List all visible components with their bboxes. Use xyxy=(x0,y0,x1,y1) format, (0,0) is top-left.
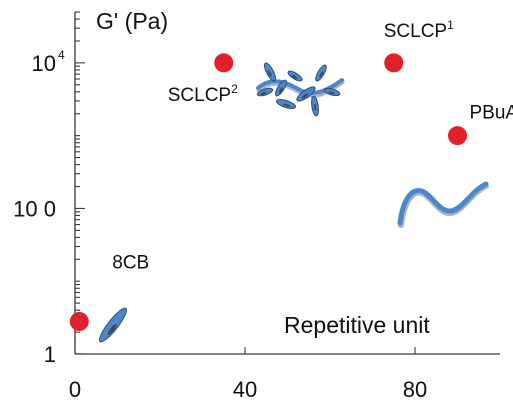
x-tick-label: 80 xyxy=(403,377,427,402)
y-tick-labels: 1 10 0 10 4 xyxy=(13,48,65,367)
x-axis-title: Repetitive unit xyxy=(284,312,430,338)
data-point xyxy=(214,53,234,73)
data-point xyxy=(448,126,467,146)
rod-icon xyxy=(98,307,128,343)
y-minor-ticks xyxy=(75,11,80,333)
y-tick-label: 10 xyxy=(32,51,56,76)
x-ticks xyxy=(74,347,416,354)
data-point-label-superscript: 2 xyxy=(231,82,238,96)
x-tick-labels: 0 40 80 xyxy=(69,377,427,402)
data-point xyxy=(69,311,89,331)
data-point xyxy=(384,53,404,73)
data-point-label: SCLCP1 xyxy=(384,18,454,42)
y-tick-label: 1 xyxy=(44,342,56,367)
y-axis-title: G' (Pa) xyxy=(96,8,168,34)
data-points: 8CB SCLCP2 SCLCP1 PBuA xyxy=(69,18,513,331)
data-point-label: SCLCP2 xyxy=(168,82,238,106)
y-tick-superscript: 4 xyxy=(58,48,65,62)
y-tick-label: 10 0 xyxy=(13,196,56,221)
data-point-label: 8CB xyxy=(112,252,149,273)
data-point-label-superscript: 1 xyxy=(447,18,454,32)
side-chain-polymer-icon xyxy=(256,62,345,117)
y-major-ticks xyxy=(75,62,85,355)
x-tick-label: 0 xyxy=(69,377,81,402)
data-point-label: PBuA xyxy=(470,103,513,124)
polymer-chain-icon xyxy=(397,181,489,228)
x-tick-label: 40 xyxy=(233,377,257,402)
